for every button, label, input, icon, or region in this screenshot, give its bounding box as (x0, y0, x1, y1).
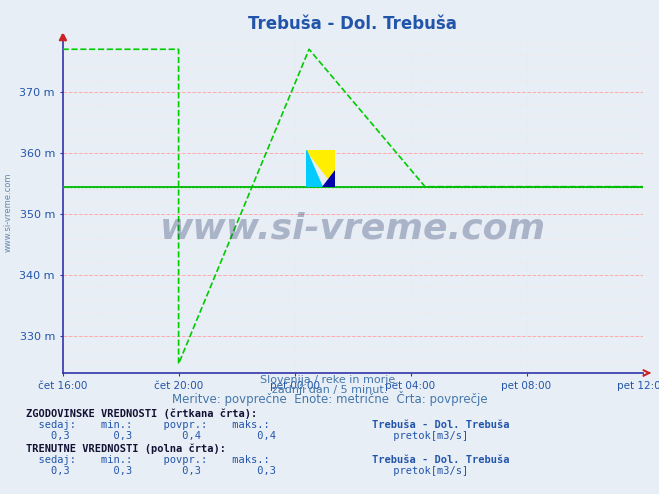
Text: ZGODOVINSKE VREDNOSTI (črtkana črta):: ZGODOVINSKE VREDNOSTI (črtkana črta): (26, 409, 258, 419)
Text: pretok[m3/s]: pretok[m3/s] (387, 466, 468, 476)
Text: www.si-vreme.com: www.si-vreme.com (3, 173, 13, 252)
Text: 0,3       0,3        0,4         0,4: 0,3 0,3 0,4 0,4 (26, 431, 276, 441)
Text: www.si-vreme.com: www.si-vreme.com (159, 211, 546, 246)
Polygon shape (306, 150, 335, 187)
Title: Trebuša - Dol. Trebuša: Trebuša - Dol. Trebuša (248, 15, 457, 33)
Text: TRENUTNE VREDNOSTI (polna črta):: TRENUTNE VREDNOSTI (polna črta): (26, 444, 226, 454)
Text: zadnji dan / 5 minut.: zadnji dan / 5 minut. (272, 385, 387, 395)
Text: Slovenija / reke in morje.: Slovenija / reke in morje. (260, 375, 399, 385)
Text: Meritve: povprečne  Enote: metrične  Črta: povprečje: Meritve: povprečne Enote: metrične Črta:… (172, 391, 487, 406)
Text: sedaj:    min.:     povpr.:    maks.:: sedaj: min.: povpr.: maks.: (26, 455, 270, 465)
Polygon shape (306, 150, 322, 187)
Polygon shape (322, 170, 335, 187)
Text: sedaj:    min.:     povpr.:    maks.:: sedaj: min.: povpr.: maks.: (26, 420, 270, 430)
Text: Trebuša - Dol. Trebuša: Trebuša - Dol. Trebuša (372, 455, 510, 465)
Text: Trebuša - Dol. Trebuša: Trebuša - Dol. Trebuša (372, 420, 510, 430)
Text: pretok[m3/s]: pretok[m3/s] (387, 431, 468, 441)
Text: 0,3       0,3        0,3         0,3: 0,3 0,3 0,3 0,3 (26, 466, 276, 476)
